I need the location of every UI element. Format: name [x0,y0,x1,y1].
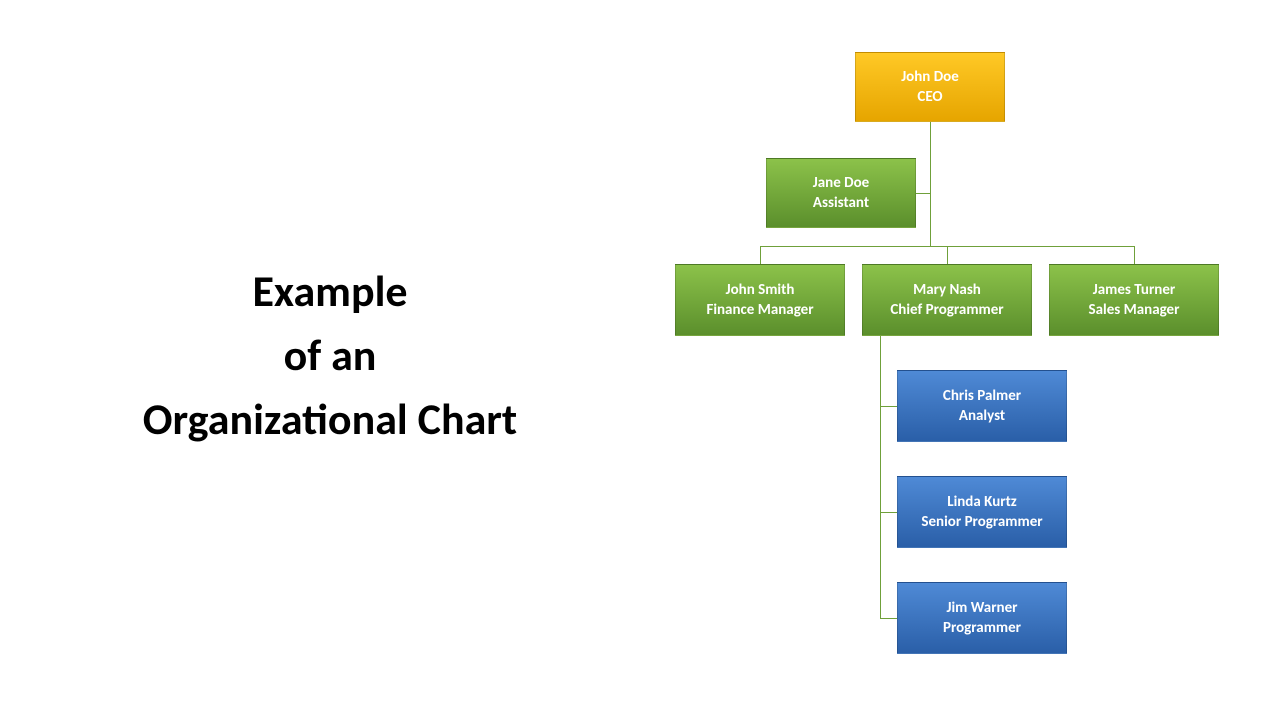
connector [947,246,948,264]
org-node-assistant: Jane DoeAssistant [766,158,916,228]
connector [1134,246,1135,264]
org-node-name: James Turner [1093,280,1175,300]
org-node-name: Linda Kurtz [947,492,1017,512]
org-node-name: John Doe [901,67,959,87]
org-node-analyst: Chris PalmerAnalyst [897,370,1067,442]
org-node-role: Analyst [959,406,1005,426]
org-node-role: CEO [917,87,942,107]
org-node-finance: John SmithFinance Manager [675,264,845,336]
org-node-name: Mary Nash [913,280,981,300]
connector [880,618,897,619]
org-node-role: Sales Manager [1089,300,1180,320]
connector [880,406,897,407]
org-node-role: Finance Manager [706,300,813,320]
org-node-name: Chris Palmer [943,386,1021,406]
connector [880,336,881,618]
org-node-role: Assistant [813,193,869,213]
org-node-name: John Smith [726,280,795,300]
org-node-role: Chief Programmer [890,300,1003,320]
org-node-senior: Linda KurtzSenior Programmer [897,476,1067,548]
connector [880,512,897,513]
org-node-programmer: Jim WarnerProgrammer [897,582,1067,654]
org-node-ceo: John DoeCEO [855,52,1005,122]
org-node-name: Jane Doe [813,173,869,193]
org-node-chief: Mary NashChief Programmer [862,264,1032,336]
org-chart: John DoeCEO Jane DoeAssistant John SmithFi… [0,0,1280,720]
connector [930,122,931,246]
connector [760,246,761,264]
org-node-role: Programmer [943,618,1021,638]
org-node-name: Jim Warner [947,598,1018,618]
connector [916,193,930,194]
org-node-sales: James TurnerSales Manager [1049,264,1219,336]
org-node-role: Senior Programmer [921,512,1042,532]
